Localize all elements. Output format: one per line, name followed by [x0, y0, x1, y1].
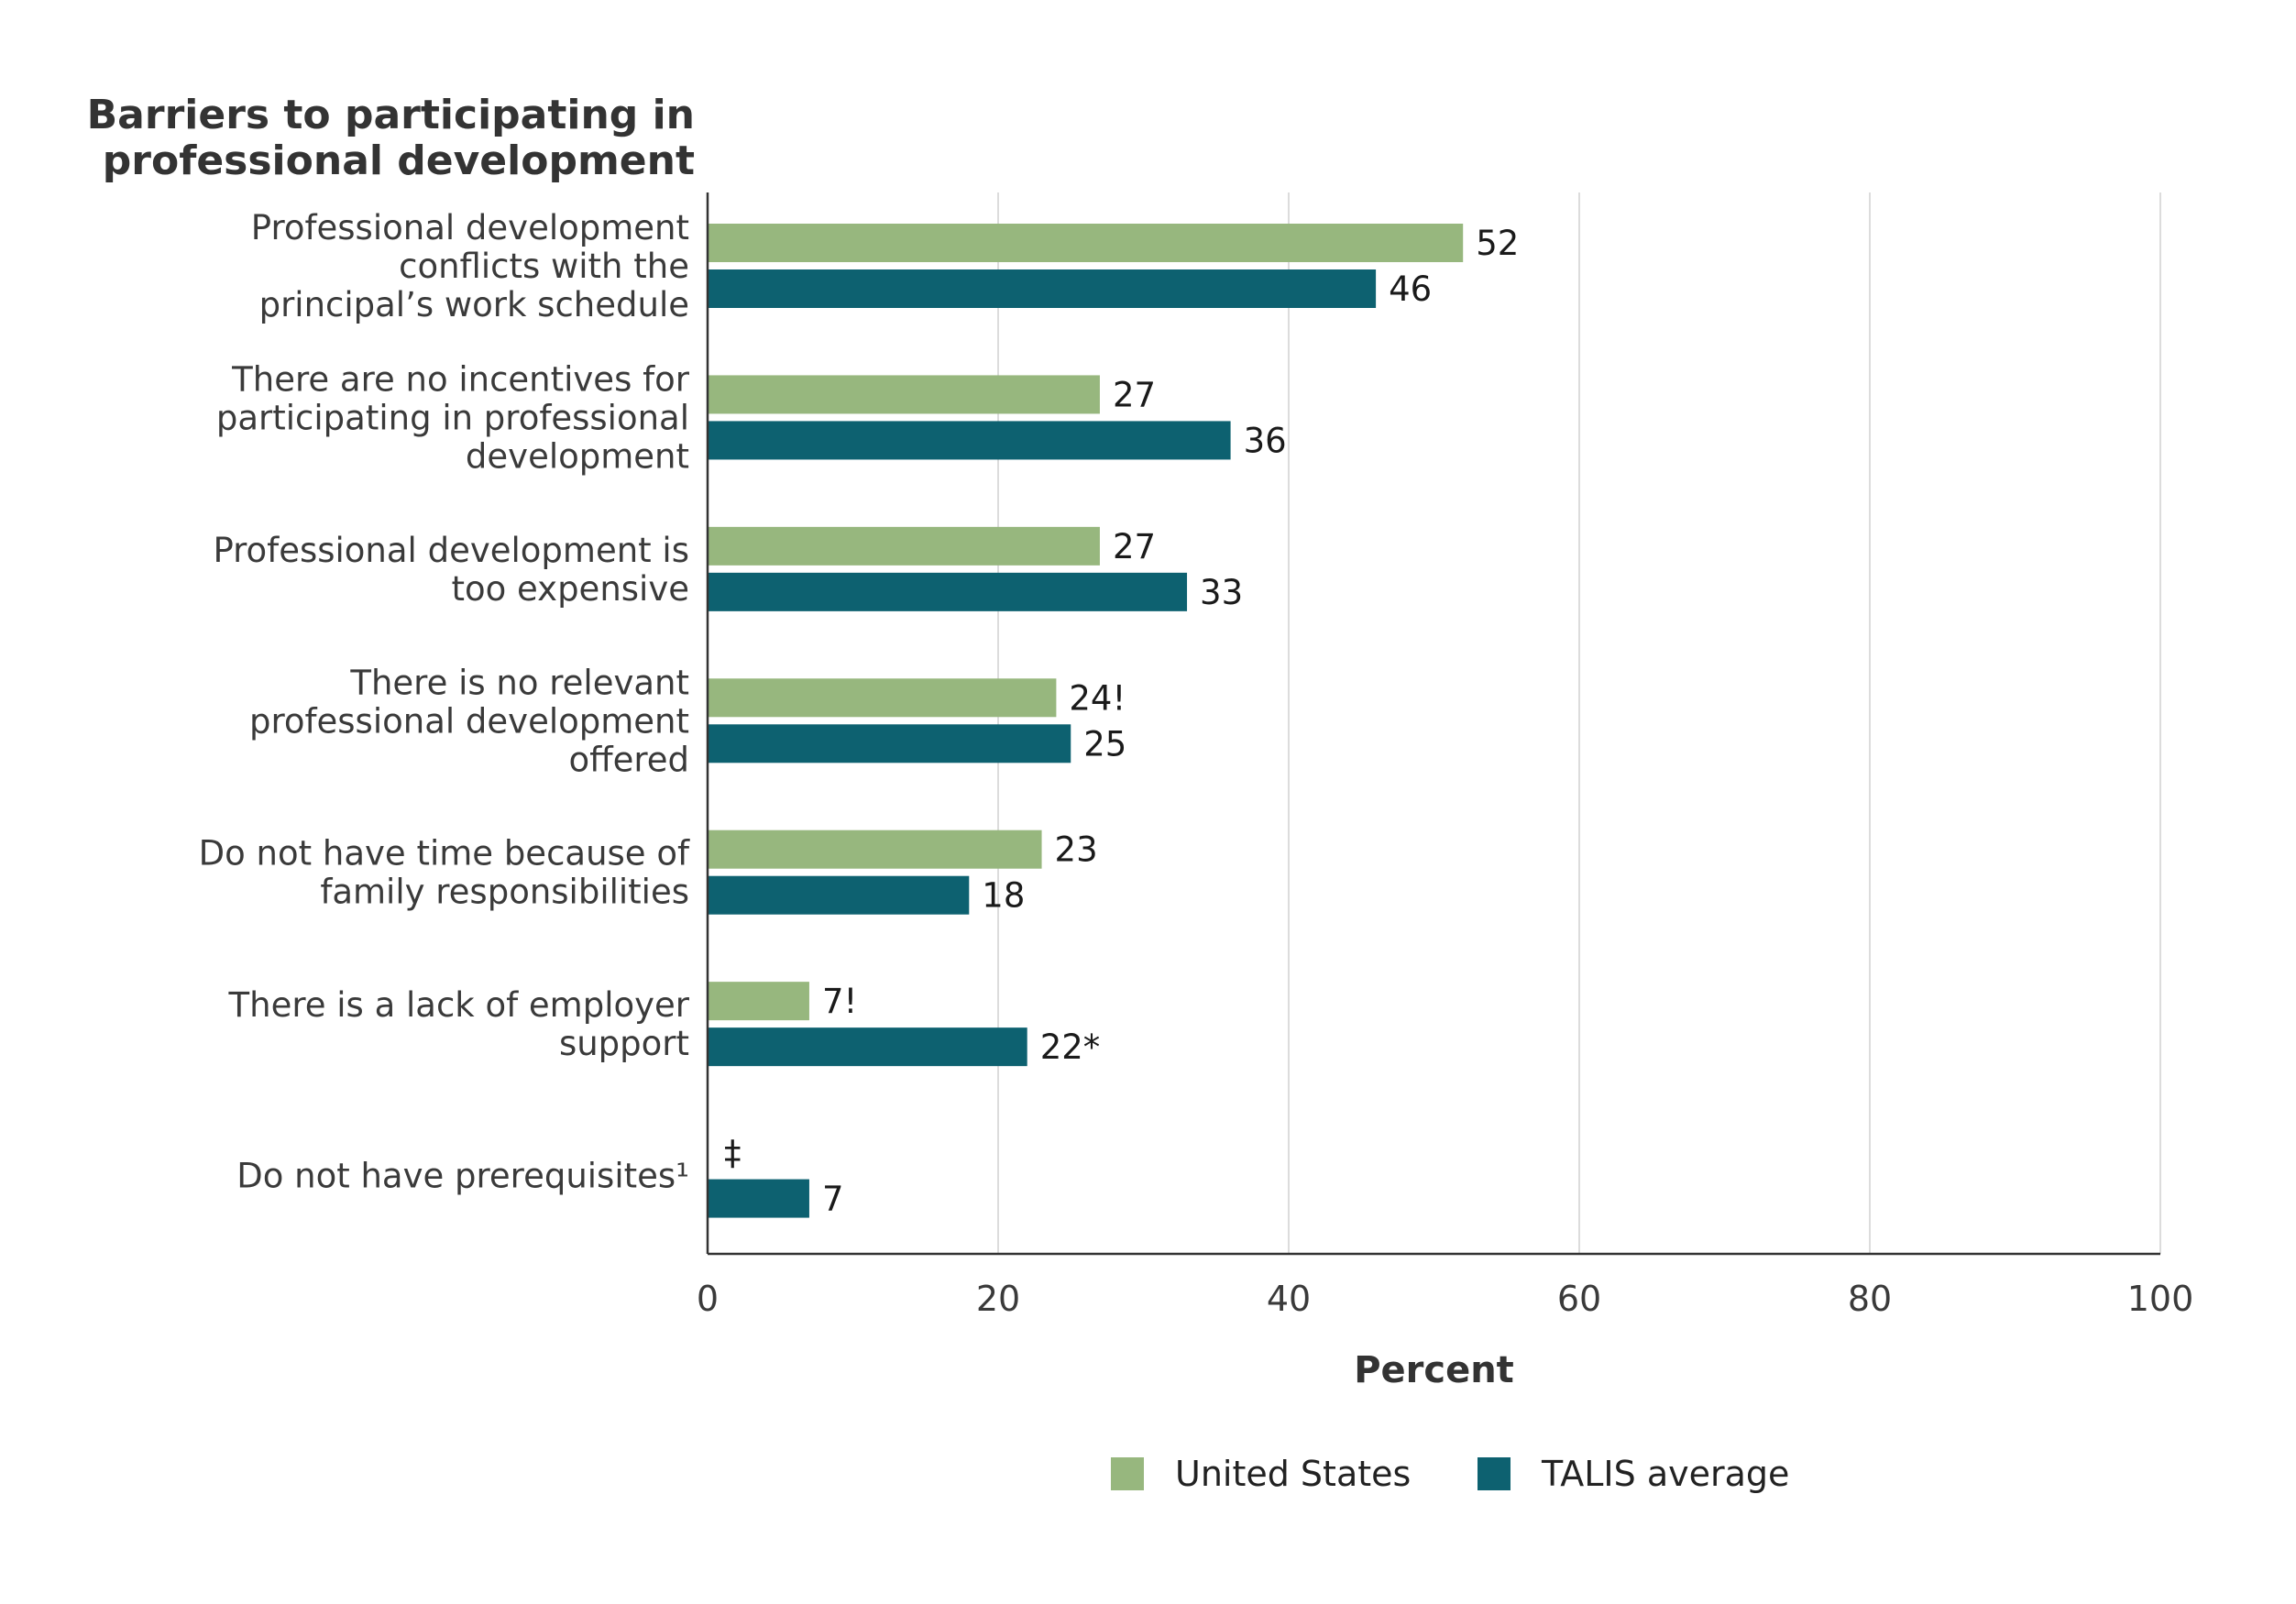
category-label-0-line-1: Professional development	[251, 208, 689, 247]
category-label-1-line-3: development	[466, 436, 689, 476]
legend-swatch-talis	[1478, 1457, 1511, 1490]
category-label-3-line-2: professional development	[249, 701, 689, 741]
bar-talis-0	[709, 269, 1377, 308]
data-label-talis-5: 22*	[1040, 1027, 1101, 1067]
x-tick-label-40: 40	[1267, 1279, 1311, 1319]
legend-label-us: United States	[1175, 1454, 1411, 1494]
data-label-talis-4: 18	[982, 876, 1025, 916]
category-label-6-line-1: Do not have prerequisites¹	[236, 1157, 689, 1196]
axes	[706, 192, 2160, 1256]
category-label-5-line-2: support	[559, 1024, 689, 1063]
category-label-1-line-2: participating in professional	[216, 398, 689, 437]
chart-title-line-1: Barriers to participating in	[87, 92, 695, 138]
bar-us-1	[709, 375, 1100, 414]
x-axis-title: Percent	[1354, 1349, 1514, 1391]
labels: 0 20 40 60 80 100 Barriers to participating in…	[87, 92, 2194, 1391]
category-label-2-line-2: too expensive	[452, 569, 689, 609]
legend: United States TALIS average	[1111, 1454, 1789, 1494]
x-tick-label-20: 20	[976, 1279, 1020, 1319]
bar-talis-2	[709, 572, 1188, 611]
data-label-us-0: 52	[1476, 224, 1519, 263]
category-label-2-line-1: Professional development is	[213, 531, 689, 570]
bar-talis-4	[709, 875, 970, 915]
category-label-1-line-1: There are no incentives for	[231, 359, 690, 399]
x-tick-label-80: 80	[1848, 1279, 1892, 1319]
data-label-talis-3: 25	[1083, 724, 1126, 764]
bar-talis-6	[709, 1179, 809, 1218]
data-label-talis-1: 36	[1244, 421, 1287, 460]
category-label-0-line-2: conflicts with the	[399, 247, 689, 286]
bar-us-4	[709, 829, 1042, 869]
chart-title-line-2: professional development	[103, 137, 695, 184]
x-tick-label-60: 60	[1557, 1279, 1601, 1319]
data-label-us-2: 27	[1113, 527, 1156, 566]
bar-us-3	[709, 678, 1057, 718]
category-label-5-line-1: There is a lack of employer	[228, 985, 690, 1025]
bar-talis-3	[709, 724, 1071, 764]
bar-talis-1	[709, 421, 1231, 460]
category-label-4-line-1: Do not have time because of	[199, 834, 690, 873]
legend-swatch-us	[1111, 1457, 1144, 1490]
category-label-4-line-2: family responsibilities	[320, 873, 689, 912]
data-label-us-5: 7!	[822, 982, 857, 1021]
bar-us-2	[709, 526, 1100, 566]
x-tick-label-0: 0	[697, 1279, 719, 1319]
data-label-talis-0: 46	[1389, 269, 1432, 309]
data-label-us-4: 23	[1055, 830, 1098, 870]
bar-us-0	[709, 224, 1464, 262]
legend-label-talis: TALIS average	[1541, 1454, 1789, 1494]
data-label-talis-6: 7	[822, 1180, 844, 1219]
bars	[709, 224, 1464, 1218]
bar-talis-5	[709, 1027, 1027, 1067]
data-label-us-1: 27	[1113, 375, 1156, 414]
data-label-talis-2: 33	[1200, 573, 1243, 612]
data-label-us-3: 24!	[1069, 678, 1126, 718]
category-label-3-line-1: There is no relevant	[349, 663, 689, 702]
category-label-3-line-3: offered	[568, 740, 689, 779]
gridlines	[997, 192, 2161, 1254]
data-label-us-6: ‡	[724, 1134, 742, 1173]
x-tick-label-100: 100	[2127, 1279, 2194, 1319]
category-label-0-line-3: principal’s work schedule	[259, 285, 689, 324]
bar-us-5	[709, 982, 809, 1021]
